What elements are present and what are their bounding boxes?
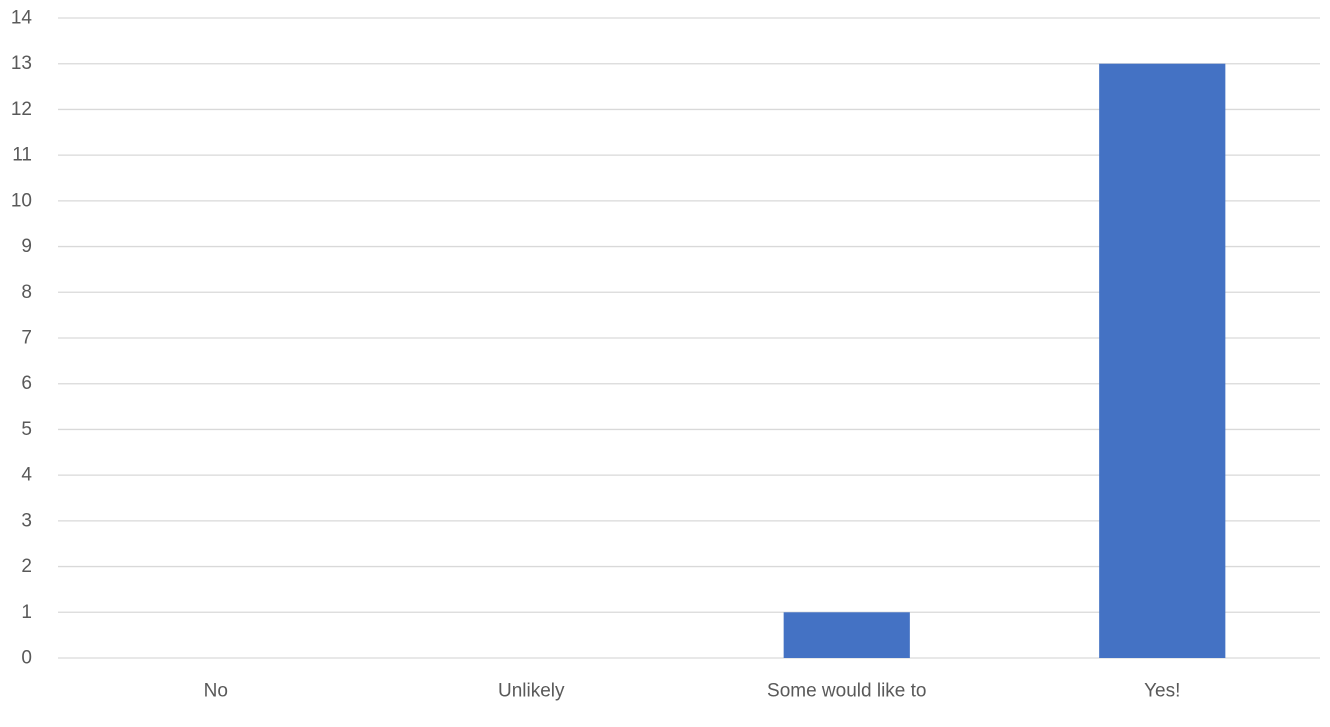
x-axis-tick-labels: No Unlikely Some would like to Yes! (204, 681, 1181, 702)
y-tick-label: 3 (21, 510, 32, 531)
y-tick-label: 13 (11, 53, 32, 74)
y-tick-label: 6 (21, 373, 32, 394)
bar (783, 612, 910, 658)
x-tick-label: Yes! (1144, 681, 1180, 702)
y-tick-label: 11 (12, 145, 32, 166)
x-tick-label: Some would like to (767, 681, 926, 702)
y-tick-label: 1 (21, 602, 32, 623)
y-tick-label: 9 (21, 236, 32, 257)
x-tick-label: Unlikely (498, 681, 565, 702)
x-tick-label: No (204, 681, 228, 702)
y-tick-label: 7 (21, 328, 32, 349)
bars (783, 63, 1226, 658)
y-tick-label: 12 (11, 99, 32, 120)
y-tick-label: 2 (21, 556, 32, 577)
bar (1099, 63, 1226, 658)
y-tick-label: 14 (11, 8, 33, 29)
y-tick-label: 4 (21, 465, 32, 486)
y-tick-label: 8 (21, 282, 32, 303)
y-tick-label: 5 (21, 419, 32, 440)
y-tick-label: 0 (21, 648, 32, 669)
y-tick-label: 10 (11, 190, 32, 211)
